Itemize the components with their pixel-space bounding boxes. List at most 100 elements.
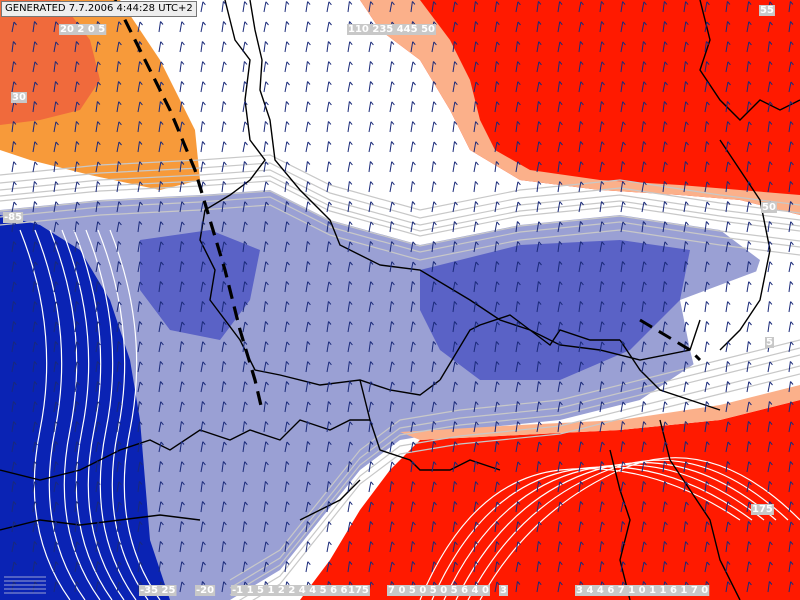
wind-arrow-head [706, 381, 710, 386]
wind-arrow-head [601, 141, 605, 146]
wind-arrow [515, 501, 518, 513]
wind-arrow [11, 581, 14, 593]
wind-arrow [305, 461, 309, 473]
wind-arrow-head [622, 521, 626, 525]
wind-arrow [32, 461, 35, 473]
wind-arrow [263, 421, 267, 433]
wind-arrow [11, 381, 15, 393]
wind-arrow-head [769, 381, 773, 386]
wind-arrow-head [643, 281, 647, 286]
wind-arrow [389, 41, 392, 53]
wind-arrow-head [307, 461, 311, 466]
wind-arrow-head [202, 81, 206, 86]
wind-arrow [347, 561, 350, 573]
wind-arrow [473, 201, 476, 213]
wind-arrow [746, 361, 750, 373]
wind-arrow [179, 421, 182, 433]
wind-arrow [11, 81, 15, 93]
wind-arrow-head [475, 241, 479, 246]
wind-arrow [242, 221, 246, 233]
isoline-label-box [139, 585, 177, 596]
wind-arrow-head [790, 521, 794, 526]
wind-arrow-head [202, 521, 206, 526]
wind-arrow-head [97, 581, 101, 586]
wind-arrow-head [664, 341, 668, 346]
wind-arrow [221, 101, 224, 113]
wind-arrow [263, 261, 267, 273]
wind-arrow-head [391, 461, 395, 466]
wind-arrow-head [370, 141, 374, 146]
wind-arrow-head [748, 321, 752, 326]
wind-arrow [515, 201, 519, 213]
wind-arrow-head [160, 381, 164, 385]
isoline-value-label: 175 [348, 585, 369, 596]
wind-arrow [200, 141, 203, 153]
wind-arrow [53, 501, 57, 513]
wind-arrow-head [433, 81, 437, 85]
wind-arrow [620, 1, 624, 13]
wind-arrow-head [160, 301, 164, 305]
wind-arrow-head [559, 541, 563, 545]
wind-arrow [494, 401, 498, 413]
wind-arrow [557, 121, 561, 133]
wind-arrow [116, 361, 120, 373]
wind-arrow-head [517, 441, 521, 446]
wind-arrow-head [580, 241, 584, 245]
wind-arrow-head [349, 181, 353, 185]
wind-arrow [74, 301, 77, 313]
wind-arrow [557, 221, 561, 233]
wind-arrow-head [727, 401, 731, 406]
wind-arrow-head [748, 461, 752, 466]
wind-arrow [536, 341, 540, 353]
wind-arrow-head [391, 61, 395, 65]
wind-arrow-head [118, 181, 122, 185]
wind-arrow [137, 501, 140, 513]
wind-arrow [494, 141, 498, 153]
wind-arrow-head [643, 521, 647, 526]
wind-arrow [725, 461, 728, 473]
wind-arrow-head [286, 81, 290, 86]
wind-arrow [536, 441, 540, 453]
isoline-label-box [387, 585, 490, 596]
wind-arrow-head [622, 341, 626, 345]
wind-arrow-head [223, 41, 227, 46]
wind-arrow-head [790, 141, 794, 146]
wind-arrow-head [328, 241, 332, 245]
wind-arrow-head [538, 301, 542, 305]
wind-arrow [137, 21, 141, 33]
wind-arrow [431, 341, 434, 353]
wind-arrow-head [244, 201, 248, 206]
wind-arrow-head [664, 61, 668, 66]
wind-arrow [242, 181, 246, 193]
wind-arrow [788, 441, 792, 453]
wind-arrow-head [496, 381, 500, 386]
wind-arrow-head [496, 541, 500, 545]
wind-arrow [410, 361, 413, 373]
wind-arrow-head [160, 521, 164, 526]
wind-arrow [116, 521, 119, 533]
wind-arrow [704, 101, 708, 113]
wind-arrow-head [538, 101, 542, 105]
wind-arrow-head [727, 181, 731, 185]
wind-arrow-head [181, 361, 185, 365]
wind-arrow [746, 261, 749, 273]
wind-arrow [11, 361, 15, 373]
wind-arrow-head [454, 101, 458, 106]
wind-arrow [95, 561, 98, 573]
wind-arrow [95, 201, 98, 213]
wind-arrow [74, 381, 78, 393]
wind-arrow-head [559, 381, 563, 386]
wind-arrow [74, 501, 77, 513]
wind-arrow [746, 421, 749, 433]
wind-arrow-head [97, 161, 101, 166]
wind-arrow-head [34, 401, 38, 406]
wind-arrow [326, 61, 330, 73]
wind-arrow-head [601, 421, 605, 426]
wind-arrow [725, 541, 728, 553]
wind-arrow-head [727, 541, 731, 545]
wind-arrow [221, 581, 225, 593]
wind-arrow-head [559, 421, 563, 425]
wind-arrow [515, 81, 519, 93]
wind-arrow [305, 341, 308, 353]
wind-arrow-head [538, 481, 542, 485]
